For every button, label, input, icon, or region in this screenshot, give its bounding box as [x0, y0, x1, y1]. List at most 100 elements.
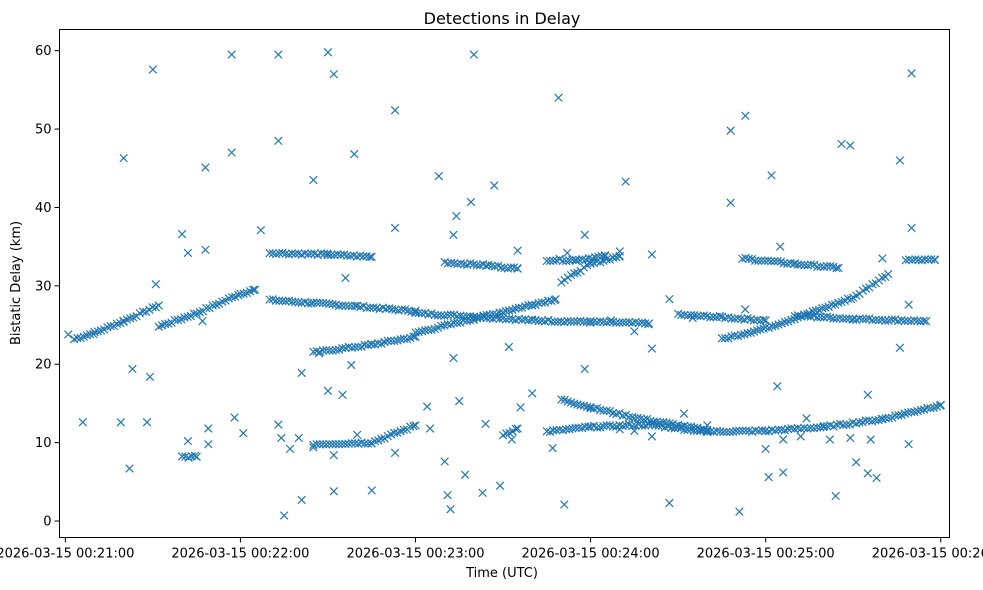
detection-marker — [831, 491, 840, 501]
detection-marker — [393, 336, 402, 345]
detection-marker — [832, 263, 841, 273]
detection-marker — [624, 412, 634, 422]
y-tick-label: 20 — [35, 358, 52, 373]
detection-marker — [309, 443, 318, 452]
detection-marker — [726, 198, 735, 207]
detection-marker — [693, 311, 702, 321]
detection-marker — [495, 314, 504, 324]
detection-marker — [594, 252, 603, 261]
detection-marker — [778, 435, 788, 444]
detection-marker — [303, 249, 313, 259]
detection-marker — [551, 294, 560, 304]
detection-marker — [910, 407, 919, 417]
detection-marker — [466, 259, 475, 268]
detection-marker — [449, 353, 458, 363]
detection-marker — [872, 473, 881, 483]
detection-marker — [722, 427, 731, 437]
detection-marker — [811, 306, 821, 315]
x-tick-label: 2026-03-15 00:21:00 — [0, 547, 134, 562]
detection-marker — [696, 425, 705, 434]
detection-marker — [893, 316, 903, 326]
detection-marker — [813, 313, 822, 322]
detection-marker — [440, 311, 449, 321]
y-tick-label: 0 — [43, 515, 51, 530]
detection-marker — [504, 342, 514, 352]
detection-marker — [825, 261, 835, 271]
detection-marker — [349, 149, 359, 159]
detection-marker — [201, 163, 210, 172]
detection-marker — [754, 426, 763, 436]
detection-marker — [487, 261, 496, 270]
detection-marker — [275, 296, 284, 305]
detection-marker — [920, 255, 930, 264]
detection-marker — [637, 421, 647, 430]
y-tick-label: 60 — [35, 44, 52, 59]
detection-marker — [383, 336, 393, 346]
detection-marker — [688, 313, 697, 323]
detection-marker — [919, 316, 929, 326]
detection-marker — [90, 327, 99, 337]
detection-marker — [628, 318, 637, 328]
y-tick-label: 50 — [35, 123, 52, 138]
detection-marker — [328, 439, 337, 449]
detection-marker — [547, 317, 556, 326]
detection-marker — [895, 156, 905, 165]
detection-marker — [647, 250, 657, 259]
detection-marker — [268, 249, 278, 258]
detection-marker — [443, 490, 452, 500]
detection-marker — [615, 318, 624, 327]
detection-marker — [793, 423, 802, 433]
detection-marker — [455, 396, 464, 406]
detection-marker — [329, 450, 339, 460]
detection-marker — [417, 309, 427, 318]
detection-marker — [621, 177, 630, 186]
detection-marker — [914, 255, 923, 265]
x-tick-label: 2026-03-15 00:24:00 — [522, 547, 660, 562]
detection-marker — [618, 318, 627, 327]
detection-marker — [145, 372, 155, 382]
detection-marker — [703, 427, 712, 437]
detection-marker — [507, 435, 517, 444]
detection-marker — [287, 249, 297, 258]
detection-marker — [608, 408, 618, 418]
detection-marker — [727, 332, 736, 341]
detection-marker — [151, 280, 161, 289]
detection-marker — [411, 421, 420, 430]
detection-marker — [307, 249, 316, 258]
detection-marker — [731, 426, 741, 436]
detection-marker — [450, 259, 459, 268]
detection-marker — [665, 419, 674, 428]
detection-marker — [365, 303, 375, 312]
y-axis: 0 10 20 30 40 50 60 — [35, 44, 60, 530]
detection-marker — [555, 425, 564, 434]
detection-marker — [459, 316, 468, 325]
detection-marker — [866, 435, 875, 444]
detection-marker — [294, 433, 304, 443]
detection-marker — [819, 313, 828, 322]
detection-marker — [495, 481, 505, 490]
detection-marker — [744, 254, 753, 263]
detection-marker — [160, 319, 170, 329]
detection-marker — [472, 314, 482, 323]
detection-marker — [867, 417, 877, 426]
detection-marker — [730, 314, 739, 323]
detection-marker — [446, 310, 456, 319]
detection-marker — [868, 280, 877, 289]
detection-marker — [647, 344, 657, 353]
detection-marker — [274, 136, 283, 146]
detection-marker — [904, 255, 914, 264]
detection-marker — [278, 248, 287, 258]
detection-marker — [773, 256, 782, 266]
detection-marker — [563, 248, 572, 258]
detection-marker — [227, 50, 236, 59]
detection-marker — [330, 250, 339, 260]
detection-marker — [689, 423, 699, 432]
detection-marker — [895, 343, 905, 353]
detection-marker — [414, 327, 423, 337]
detection-marker — [580, 230, 589, 240]
detection-marker — [424, 310, 433, 319]
detection-marker — [328, 299, 337, 309]
detection-marker — [315, 439, 325, 449]
detection-marker — [443, 320, 452, 329]
